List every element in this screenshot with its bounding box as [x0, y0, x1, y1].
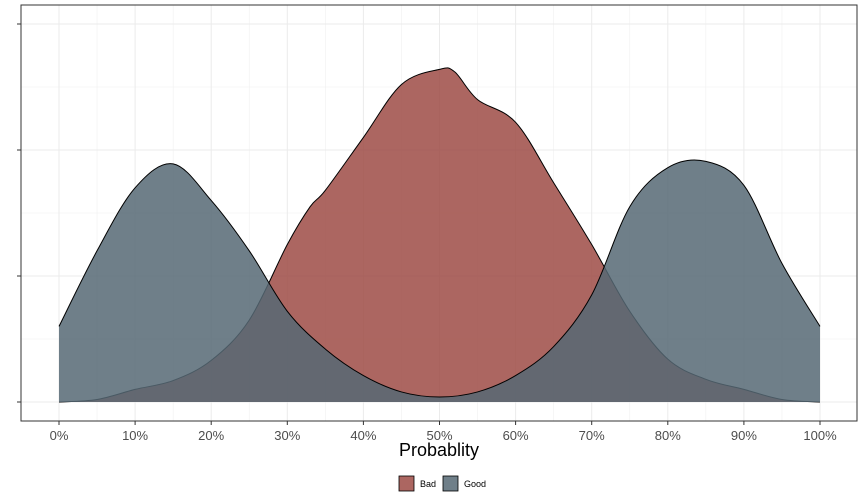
x-tick-label: 0%	[50, 428, 69, 443]
density-area-good	[59, 159, 820, 402]
legend-key-good	[442, 475, 459, 492]
x-tick-label: 100%	[803, 428, 837, 443]
x-axis-tick-labels: 0% 10% 20% 30% 40% 50% 60% 70% 80% 90% 100%	[50, 428, 837, 443]
legend-key-bad	[398, 475, 415, 492]
legend-label-good: Good	[464, 479, 486, 489]
x-tick-label: 20%	[198, 428, 224, 443]
x-tick-label: 40%	[350, 428, 376, 443]
x-axis-title: Probablity	[399, 440, 479, 460]
x-tick-label: 50%	[426, 428, 452, 443]
legend-label-bad: Bad	[420, 479, 436, 489]
x-axis-ticks	[58, 421, 821, 425]
density-series	[58, 67, 821, 403]
x-tick-label: 90%	[731, 428, 757, 443]
x-tick-label: 30%	[274, 428, 300, 443]
x-tick-label: 60%	[503, 428, 529, 443]
x-tick-label: 70%	[579, 428, 605, 443]
legend: Bad Good	[398, 475, 486, 492]
x-tick-label: 80%	[655, 428, 681, 443]
y-axis-ticks	[17, 23, 21, 403]
x-tick-label: 10%	[122, 428, 148, 443]
density-line-good	[58, 159, 821, 398]
